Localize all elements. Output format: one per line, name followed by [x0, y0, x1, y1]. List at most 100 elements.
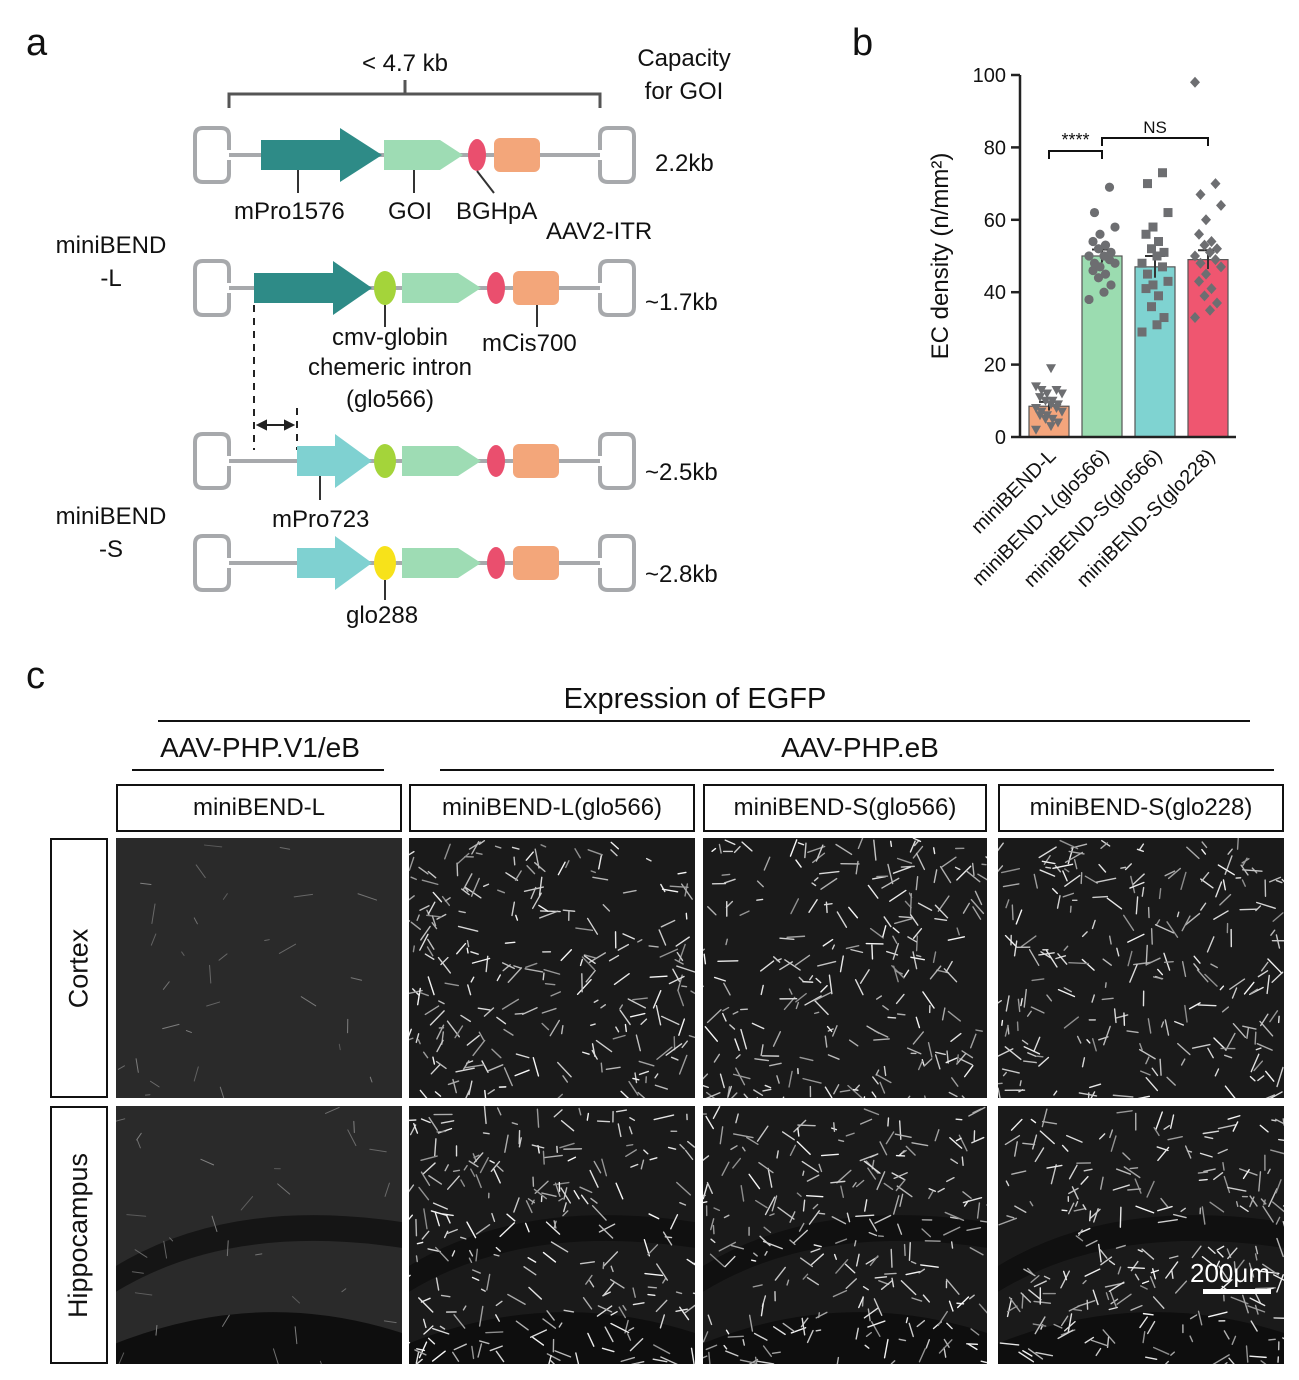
data-point — [1057, 389, 1067, 399]
micrograph-cortex-4 — [998, 838, 1284, 1098]
data-point — [1205, 304, 1215, 316]
y-axis-label: EC density (n/mm²) — [927, 153, 954, 360]
data-point — [1053, 400, 1063, 410]
data-point — [1190, 76, 1200, 88]
data-point — [1159, 247, 1169, 257]
goi-arrow — [384, 140, 463, 170]
data-point — [1147, 244, 1156, 254]
significance-label: **** — [1061, 130, 1089, 150]
group-label-minibend-l-2: -L — [100, 265, 122, 292]
micrograph-hippocampus-3 — [703, 1106, 987, 1364]
data-point — [1093, 244, 1104, 254]
data-point — [1143, 179, 1152, 189]
data-point — [1095, 229, 1105, 239]
capacity-construct-1: 2.2kb — [655, 150, 714, 177]
group-label-minibend-s-1: miniBEND — [55, 503, 167, 530]
data-point — [1047, 414, 1058, 424]
data-point — [1206, 236, 1217, 248]
data-point — [1053, 418, 1063, 428]
data-point — [1216, 199, 1226, 211]
group1-rule — [132, 769, 384, 771]
data-point — [1106, 280, 1116, 290]
data-point — [1047, 396, 1058, 406]
column-header-3: miniBEND-S(glo566) — [703, 784, 987, 832]
capacity-construct-4: ~2.8kb — [645, 561, 718, 588]
panel-a-diagram — [193, 80, 636, 600]
data-point — [1089, 207, 1100, 218]
y-tick-label: 80 — [984, 137, 1006, 159]
data-point — [1084, 294, 1094, 305]
data-point — [1201, 268, 1211, 280]
data-point — [1088, 265, 1098, 276]
capacity-header-2: for GOI — [644, 78, 724, 105]
group-label-minibend-s-2: -S — [99, 536, 123, 563]
capacity-header-1: Capacity — [637, 45, 731, 72]
capacity-bracket — [227, 80, 602, 108]
panel-b-letter: b — [852, 22, 874, 64]
data-point — [1206, 283, 1217, 295]
scale-bar-label: 200μm — [1190, 1258, 1271, 1288]
data-point — [1163, 276, 1173, 286]
construct-3 — [193, 432, 636, 500]
data-point — [1163, 208, 1173, 218]
data-point — [1210, 254, 1221, 266]
data-point — [1100, 240, 1111, 250]
data-point — [1031, 404, 1041, 414]
data-point — [1084, 251, 1094, 261]
label-mpro723: mPro723 — [272, 506, 370, 533]
data-point — [1158, 168, 1167, 178]
data-point — [1036, 385, 1047, 395]
data-point — [1190, 250, 1200, 262]
data-point — [1195, 257, 1206, 269]
mpro1576-arrow — [261, 128, 382, 182]
micrograph-hippocampus-4 — [998, 1106, 1284, 1364]
y-tick-label: 0 — [995, 427, 1006, 449]
construct-2 — [193, 259, 636, 327]
data-point — [1099, 251, 1109, 261]
data-point — [1031, 425, 1041, 435]
panel-a-letter: a — [26, 22, 48, 64]
label-mpro1576: mPro1576 — [234, 198, 345, 225]
data-point — [1137, 258, 1147, 268]
data-point — [1201, 214, 1211, 226]
micrograph-hippocampus-2 — [409, 1106, 695, 1364]
column-header-4: miniBEND-S(glo228) — [998, 784, 1284, 832]
data-point — [1046, 364, 1056, 374]
y-tick-label: 20 — [984, 355, 1006, 377]
column-header-2: miniBEND-L(glo566) — [409, 784, 695, 832]
data-point — [1190, 312, 1200, 324]
data-point — [1152, 320, 1162, 330]
y-tick-label: 60 — [984, 210, 1006, 232]
data-point — [1159, 313, 1169, 323]
group1-label: AAV-PHP.V1/eB — [160, 732, 360, 763]
label-cmv-globin: cmv-globin — [331, 324, 449, 351]
group-label-minibend-l-1: miniBEND — [55, 232, 167, 259]
mcis-block — [494, 138, 540, 172]
data-point — [1093, 273, 1104, 283]
label-mcis700: mCis700 — [482, 330, 577, 357]
capacity-construct-3: ~2.5kb — [645, 459, 718, 486]
column-header-1: miniBEND-L — [116, 784, 402, 832]
data-point — [1141, 284, 1151, 294]
group2-label: AAV-PHP.eB — [781, 732, 939, 763]
data-point — [1046, 422, 1056, 432]
itr-right-1 — [598, 126, 636, 184]
y-tick-label: 40 — [984, 282, 1006, 304]
y-tick-label: 100 — [973, 65, 1006, 87]
data-point — [1195, 188, 1206, 200]
data-point — [1089, 258, 1100, 268]
construct-4 — [193, 534, 636, 600]
data-point — [1042, 411, 1052, 421]
data-point — [1199, 239, 1210, 251]
scale-bar — [1203, 1289, 1271, 1294]
micrograph-hippocampus-1 — [116, 1106, 402, 1364]
data-point — [1040, 396, 1051, 406]
construct-1 — [193, 126, 636, 194]
row-label-cortex: Cortex — [50, 838, 108, 1098]
panel-c-title: Expression of EGFP — [563, 683, 827, 715]
data-point — [1031, 382, 1041, 392]
bghpa-oval — [468, 139, 486, 171]
data-point — [1205, 246, 1215, 258]
data-point — [1216, 261, 1226, 273]
